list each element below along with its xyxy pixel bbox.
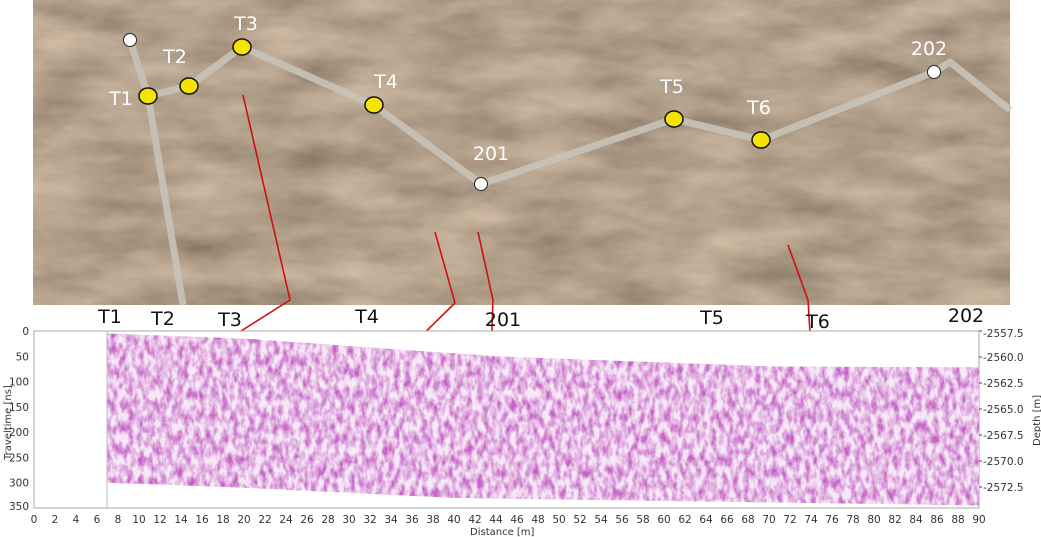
x-tick-label: 10 xyxy=(132,514,145,526)
x-tick-label: 38 xyxy=(426,514,439,526)
profile-label-202: 202 xyxy=(948,305,984,327)
x-tick-label: 42 xyxy=(468,514,481,526)
profile-label-t2: T2 xyxy=(150,308,175,330)
profile-label-t1: T1 xyxy=(97,306,122,328)
y-right-tick-label: -2570.0 xyxy=(983,456,1024,468)
profile-label-t4: T4 xyxy=(354,306,379,328)
x-tick-label: 34 xyxy=(384,514,398,526)
target-marker-t4 xyxy=(364,96,384,114)
x-tick-label: 8 xyxy=(115,514,122,526)
x-tick-label: 54 xyxy=(594,514,608,526)
x-tick-label: 44 xyxy=(489,514,503,526)
x-tick-label: 52 xyxy=(573,514,586,526)
waypoint-marker-201 xyxy=(474,177,488,191)
x-axis-label: Distance [m] xyxy=(470,527,535,537)
x-tick-label: 80 xyxy=(867,514,880,526)
x-tick-label: 6 xyxy=(94,514,101,526)
x-tick-label: 4 xyxy=(73,514,80,526)
x-tick-label: 68 xyxy=(741,514,754,526)
y-left-tick-label: 50 xyxy=(16,351,29,363)
x-tick-label: 28 xyxy=(321,514,334,526)
profile-label-201: 201 xyxy=(485,309,521,331)
aerial-image xyxy=(33,0,1010,305)
y-left-tick-label: 100 xyxy=(9,377,29,389)
x-tick-label: 0 xyxy=(31,514,38,526)
y-left-tick-label: 200 xyxy=(9,427,29,439)
x-tick-label: 78 xyxy=(846,514,859,526)
x-tick-label: 16 xyxy=(195,514,209,526)
y-right-tick-label: -2572.5 xyxy=(983,482,1024,494)
waypoint-marker xyxy=(123,33,137,47)
x-tick-label: 88 xyxy=(951,514,964,526)
target-label-t4: T4 xyxy=(373,71,398,93)
x-tick-label: 48 xyxy=(531,514,544,526)
y-left-tick-label: 150 xyxy=(9,402,29,414)
x-tick-label: 32 xyxy=(363,514,376,526)
x-tick-label: 60 xyxy=(657,514,670,526)
x-tick-label: 14 xyxy=(174,514,188,526)
x-tick-label: 64 xyxy=(699,514,713,526)
target-marker-t6 xyxy=(751,131,771,149)
x-tick-label: 62 xyxy=(678,514,691,526)
x-tick-label: 82 xyxy=(888,514,901,526)
x-tick-label: 24 xyxy=(279,514,293,526)
x-tick-label: 2 xyxy=(52,514,59,526)
x-tick-label: 74 xyxy=(804,514,818,526)
x-tick-label: 86 xyxy=(930,514,944,526)
profile-label-t5: T5 xyxy=(699,307,724,329)
y-axis-left-label: Traveltime [ns] xyxy=(3,385,14,461)
x-tick-label: 20 xyxy=(237,514,250,526)
x-tick-label: 26 xyxy=(300,514,314,526)
target-marker-t3 xyxy=(232,38,252,56)
target-label-t5: T5 xyxy=(659,76,684,98)
y-right-tick-label: -2562.5 xyxy=(983,378,1024,390)
y-right-tick-label: -2567.5 xyxy=(983,430,1024,442)
x-tick-label: 84 xyxy=(909,514,923,526)
target-label-t3: T3 xyxy=(233,13,258,35)
x-tick-label: 18 xyxy=(216,514,229,526)
x-tick-label: 40 xyxy=(447,514,460,526)
x-tick-label: 46 xyxy=(510,514,524,526)
y-left-tick-label: 300 xyxy=(9,478,29,490)
x-tick-label: 22 xyxy=(258,514,271,526)
target-label-t2: T2 xyxy=(162,46,187,68)
target-label-t1: T1 xyxy=(108,88,133,110)
x-tick-label: 58 xyxy=(636,514,649,526)
x-tick-label: 66 xyxy=(720,514,734,526)
y-left-tick-label: 0 xyxy=(22,326,29,338)
y-right-tick-label: -2565.0 xyxy=(983,404,1024,416)
x-tick-label: 30 xyxy=(342,514,355,526)
waypoint-marker-202 xyxy=(927,65,941,79)
profile-label-t3: T3 xyxy=(217,309,242,331)
x-tick-label: 72 xyxy=(783,514,796,526)
x-tick-label: 70 xyxy=(762,514,775,526)
target-marker-t2 xyxy=(179,77,199,95)
target-marker-t5 xyxy=(664,110,684,128)
target-marker-t1 xyxy=(138,87,158,105)
y-left-tick-label: 250 xyxy=(9,452,29,464)
x-tick-label: 90 xyxy=(972,514,985,526)
x-tick-label: 56 xyxy=(615,514,629,526)
x-tick-label: 76 xyxy=(825,514,839,526)
waypoint-label-201: 201 xyxy=(473,143,509,165)
y-right-tick-label: -2560.0 xyxy=(983,352,1024,364)
waypoint-label-202: 202 xyxy=(911,38,947,60)
target-label-t6: T6 xyxy=(746,97,771,119)
y-axis-right-label: Depth [m] xyxy=(1032,395,1041,446)
x-tick-label: 50 xyxy=(552,514,565,526)
y-left-tick-label: 350 xyxy=(9,501,29,513)
profile-label-t6: T6 xyxy=(805,311,830,333)
x-tick-label: 36 xyxy=(405,514,419,526)
x-tick-label: 12 xyxy=(153,514,166,526)
y-right-tick-label: -2557.5 xyxy=(983,328,1024,340)
